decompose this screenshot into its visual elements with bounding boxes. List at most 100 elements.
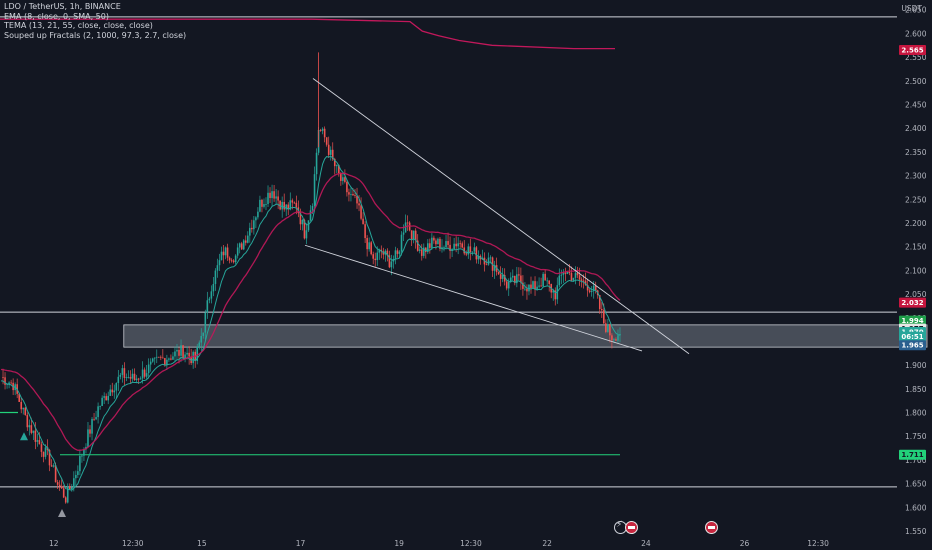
fractals-indicator-label[interactable]: Souped up Fractals (2, 1000, 97.3, 2.7, … bbox=[4, 30, 187, 40]
us-flag-event-icon[interactable] bbox=[625, 521, 638, 534]
candle-body bbox=[459, 243, 461, 245]
candle-body bbox=[176, 349, 178, 352]
y-tick-label: 1.700 bbox=[905, 456, 927, 465]
candle-body bbox=[447, 241, 449, 245]
candle-body bbox=[465, 253, 468, 255]
candle-body bbox=[580, 279, 583, 281]
candle-body bbox=[475, 247, 478, 260]
x-tick-label: 12:30 bbox=[460, 539, 482, 548]
us-flag-event-icon-2[interactable] bbox=[705, 521, 718, 534]
candle-body bbox=[514, 275, 516, 284]
candle-body bbox=[60, 486, 63, 489]
candle-body bbox=[394, 250, 397, 259]
candle-body bbox=[42, 451, 45, 457]
candle-body bbox=[574, 272, 577, 278]
candle-body bbox=[360, 205, 362, 219]
candle-body bbox=[157, 356, 160, 358]
x-tick-label: 12 bbox=[49, 539, 59, 548]
candle-body bbox=[214, 270, 217, 284]
candle-body bbox=[487, 257, 490, 265]
candle-body bbox=[505, 281, 508, 289]
candle-body bbox=[75, 474, 77, 479]
lower-trendline bbox=[304, 244, 643, 352]
candle-body bbox=[469, 246, 472, 253]
candle-body bbox=[6, 384, 8, 385]
candle-body bbox=[263, 204, 265, 207]
candle-body bbox=[404, 222, 407, 233]
candle-body bbox=[374, 258, 377, 261]
y-tick-label: 1.850 bbox=[905, 385, 927, 394]
candle-body bbox=[228, 257, 231, 261]
candle-body bbox=[103, 396, 105, 398]
candle-body bbox=[172, 356, 174, 360]
candle-body bbox=[376, 252, 379, 261]
candle-body bbox=[311, 205, 314, 211]
candle-body bbox=[429, 243, 431, 248]
candle-body bbox=[364, 224, 366, 239]
candle-body bbox=[346, 181, 348, 193]
candle-body bbox=[570, 272, 573, 281]
ema-line bbox=[0, 155, 621, 491]
candle-body bbox=[62, 488, 65, 498]
candle-body bbox=[503, 274, 506, 282]
candle-body bbox=[119, 374, 122, 377]
y-tick-label: 2.300 bbox=[905, 172, 927, 181]
y-tick-label: 1.900 bbox=[905, 361, 927, 370]
candle-body bbox=[594, 285, 597, 291]
symbol-title[interactable]: LDO / TetherUS, 1h, BINANCE bbox=[4, 2, 121, 11]
candle-body bbox=[2, 377, 4, 378]
candle-body bbox=[368, 242, 370, 250]
candle-body bbox=[97, 406, 99, 418]
fractal-low-marker bbox=[58, 508, 66, 517]
candle-body bbox=[216, 265, 219, 271]
candle-body bbox=[242, 240, 245, 250]
candle-body bbox=[538, 285, 540, 287]
fractal-up-marker bbox=[20, 432, 28, 441]
y-tick-label: 2.550 bbox=[905, 53, 927, 62]
candle-body bbox=[234, 255, 237, 263]
candle-body bbox=[271, 191, 273, 199]
candle-body bbox=[566, 271, 569, 274]
candle-body bbox=[540, 285, 542, 287]
candle-body bbox=[611, 335, 613, 341]
candle-body bbox=[257, 211, 259, 218]
candle-body bbox=[249, 227, 251, 236]
candle-body bbox=[66, 486, 69, 503]
candle-body bbox=[327, 144, 330, 155]
candle-body bbox=[313, 174, 316, 206]
candle-body bbox=[542, 273, 544, 287]
price-tag-label: 1.711 bbox=[901, 451, 923, 459]
candle-body bbox=[230, 260, 233, 262]
candle-body bbox=[420, 249, 423, 256]
ema-indicator-label[interactable]: EMA (8, close, 0, SMA, 50) bbox=[4, 11, 109, 21]
y-tick-label: 1.750 bbox=[905, 432, 927, 441]
candle-body bbox=[83, 449, 85, 456]
candle-body bbox=[499, 274, 502, 279]
candle-body bbox=[501, 274, 504, 279]
candle-body bbox=[200, 335, 203, 343]
price-tag-label: 2.565 bbox=[901, 47, 923, 55]
candle-body bbox=[489, 257, 492, 259]
candle-body bbox=[358, 203, 360, 206]
candle-body bbox=[390, 261, 393, 268]
candle-body bbox=[323, 128, 326, 138]
candle-body bbox=[89, 429, 91, 434]
candle-body bbox=[598, 295, 601, 309]
candle-body bbox=[558, 275, 561, 286]
candle-body bbox=[449, 244, 451, 251]
tema-indicator-label[interactable]: TEMA (13, 21, 55, close, close, close) bbox=[4, 21, 153, 31]
candle-body bbox=[162, 357, 164, 359]
candle-body bbox=[188, 352, 190, 357]
candle-body bbox=[485, 264, 488, 266]
candle-body bbox=[212, 283, 215, 292]
candle-body bbox=[461, 243, 464, 248]
candle-body bbox=[552, 290, 555, 293]
y-tick-label: 2.250 bbox=[905, 195, 927, 204]
candle-body bbox=[182, 345, 184, 358]
price-tag bbox=[899, 45, 926, 56]
candle-body bbox=[151, 358, 154, 362]
candle-body bbox=[406, 222, 409, 224]
candle-body bbox=[8, 382, 10, 385]
candle-body bbox=[244, 240, 247, 243]
